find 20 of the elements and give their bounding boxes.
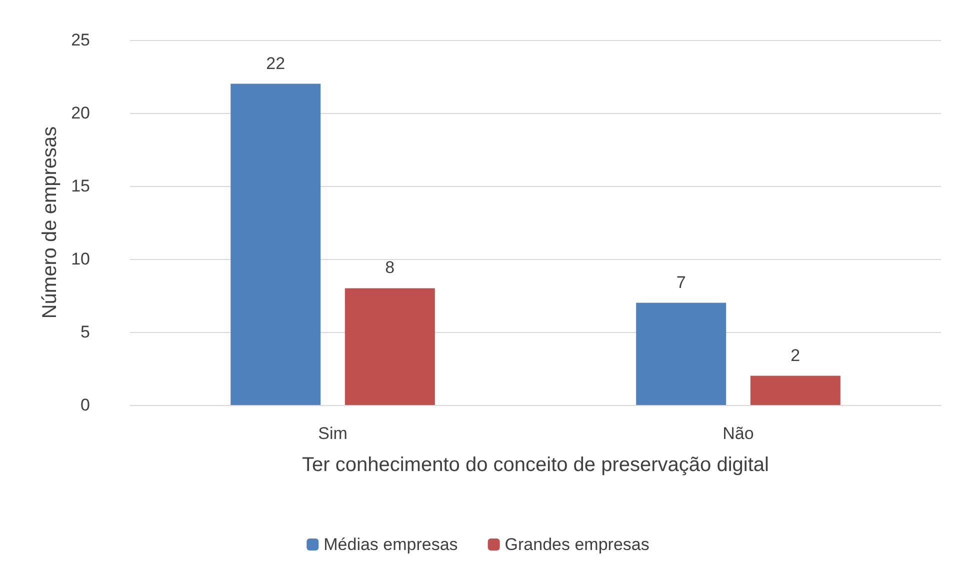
y-tick-label: 0 (80, 396, 90, 414)
y-tick-label: 5 (80, 322, 90, 342)
data-label: 7 (676, 272, 686, 292)
y-tick-label: 10 (71, 250, 90, 268)
data-label: 2 (790, 346, 800, 365)
data-label: 22 (266, 54, 286, 73)
x-tick-label: Sim (318, 424, 348, 443)
y-tick-label: 15 (71, 176, 90, 196)
data-label: 8 (385, 258, 395, 278)
y-tick-label: 25 (71, 30, 90, 50)
bar (230, 84, 321, 405)
x-tick-label: Não (722, 424, 754, 443)
y-axis-title: Número de empresas (39, 126, 62, 319)
bar (636, 302, 726, 405)
legend-label: Grandes empresas (504, 535, 650, 554)
x-axis-title: Ter conhecimento do conceito de preservação digital (302, 454, 769, 476)
legend-label: Médias empresas (324, 535, 458, 554)
bar (344, 288, 435, 405)
y-tick-label: 20 (71, 104, 90, 122)
bar (750, 376, 840, 405)
